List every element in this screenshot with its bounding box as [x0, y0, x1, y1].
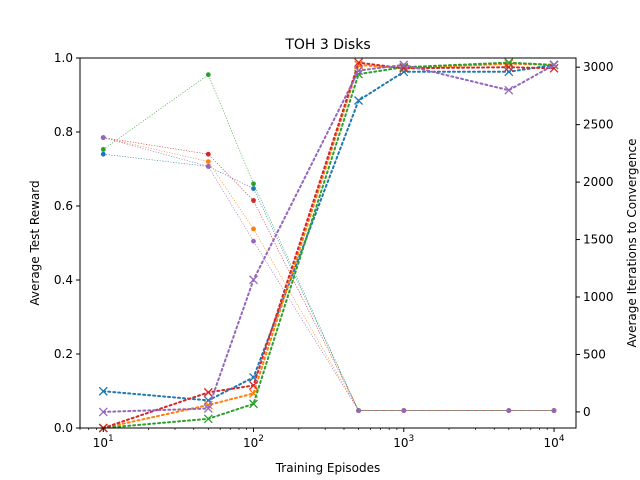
- y2-tick-label-7: 3000: [583, 60, 614, 74]
- iterations-point-1-1: [98, 386, 108, 396]
- y-axis-label: Average Test Reward: [28, 180, 42, 305]
- y2-tick-label-5: 2000: [583, 175, 614, 189]
- x-tick-label-4: 104: [544, 434, 565, 450]
- y2-tick-label-3: 1000: [583, 290, 614, 304]
- tick-layer: 101 102 103 104 0.0 0.2 0.4 0.6 0.8 1.0 0 500 1000 15…: [54, 51, 614, 450]
- y2-tick-label-1: 0: [583, 405, 591, 419]
- reward-point-5-2: [205, 164, 211, 169]
- reward-point-1-1: [100, 151, 106, 157]
- iterations-point-3-2: [203, 414, 213, 424]
- reward-point-5-5: [401, 408, 407, 413]
- x-axis-label: Training Episodes: [275, 461, 381, 475]
- iterations-point-5-3: [249, 275, 258, 285]
- iterations-point-5-1: [98, 407, 108, 417]
- iterations-point-4-5: [399, 63, 409, 73]
- reward-point-3-2: [205, 72, 211, 78]
- x-tick-label-1: 101: [93, 434, 114, 450]
- y-tick-label-1: 0.0: [54, 421, 73, 435]
- y-tick-label-6: 1.0: [54, 51, 73, 65]
- x-tick-label-2: 102: [243, 434, 264, 450]
- y-tick-label-5: 0.8: [54, 125, 73, 139]
- iterations-point-5-5: [399, 60, 409, 70]
- iterations-point-2-6: [504, 59, 514, 69]
- iterations-point-5-2: [203, 404, 213, 413]
- y-tick-label-4: 0.6: [54, 199, 73, 213]
- iterations-point-4-3: [249, 381, 258, 390]
- iterations-point-5-4: [354, 66, 364, 76]
- chart-title: TOH 3 Disks: [284, 37, 370, 53]
- y2-tick-label-6: 2500: [583, 118, 614, 132]
- reward-point-5-4: [356, 408, 361, 413]
- y2-tick-label-2: 500: [583, 347, 606, 361]
- y2-tick-label-4: 1500: [583, 233, 614, 247]
- iterations-point-3-5: [399, 62, 409, 72]
- reward-point-2-2: [205, 159, 211, 165]
- series-layer: [98, 58, 559, 433]
- y2-axis-label: Average Iterations to Convergence: [625, 138, 639, 347]
- reward-point-5-3: [251, 238, 256, 244]
- iterations-point-1-4: [354, 96, 364, 105]
- iterations-point-4-4: [354, 58, 364, 68]
- reward-point-1-3: [251, 186, 256, 192]
- reward-point-5-1: [100, 135, 106, 141]
- iterations-point-4-2: [203, 387, 213, 397]
- iterations-point-5-6: [504, 85, 514, 95]
- iterations-point-4-6: [504, 62, 514, 72]
- y-tick-label-3: 0.4: [54, 273, 73, 287]
- reward-point-3-3: [251, 181, 256, 187]
- iterations-point-5-7: [549, 60, 559, 70]
- y-tick-label-2: 0.2: [54, 347, 73, 361]
- plot-frame: [79, 57, 577, 429]
- reward-point-5-7: [551, 408, 557, 413]
- reward-point-5-6: [506, 408, 512, 413]
- x-tick-label-3: 103: [393, 434, 414, 450]
- iterations-point-3-3: [249, 399, 258, 409]
- reward-point-4-2: [205, 151, 211, 157]
- iterations-point-4-7: [549, 63, 559, 73]
- reward-point-3-1: [100, 147, 106, 152]
- reward-point-4-3: [251, 198, 256, 203]
- reward-point-2-3: [251, 226, 256, 232]
